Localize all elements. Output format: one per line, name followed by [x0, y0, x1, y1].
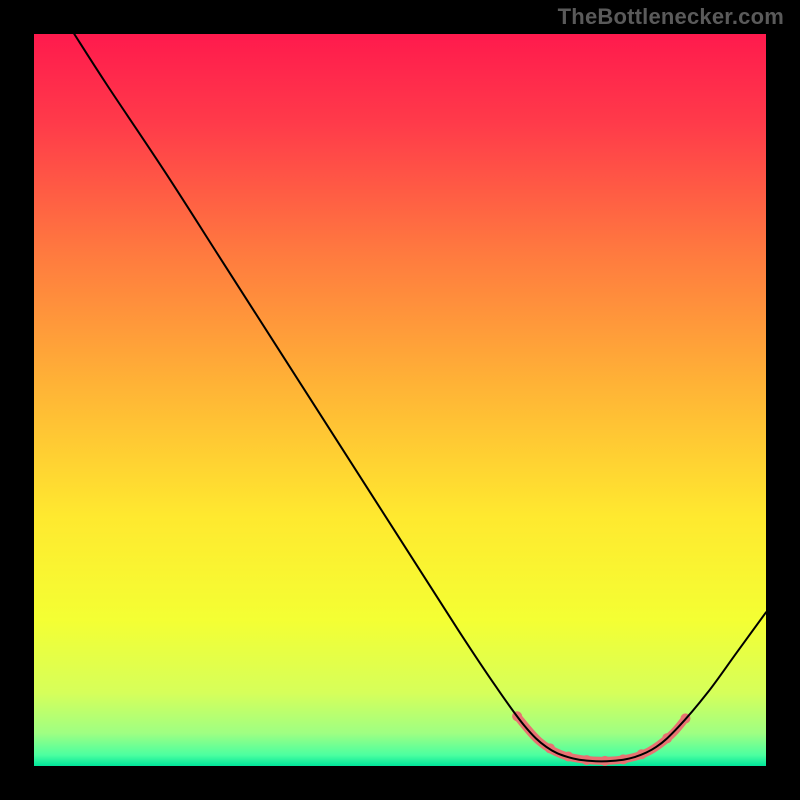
plot-background — [34, 34, 766, 766]
chart-svg — [0, 0, 800, 800]
bottleneck-chart: TheBottlenecker.com — [0, 0, 800, 800]
watermark-text: TheBottlenecker.com — [558, 4, 784, 30]
